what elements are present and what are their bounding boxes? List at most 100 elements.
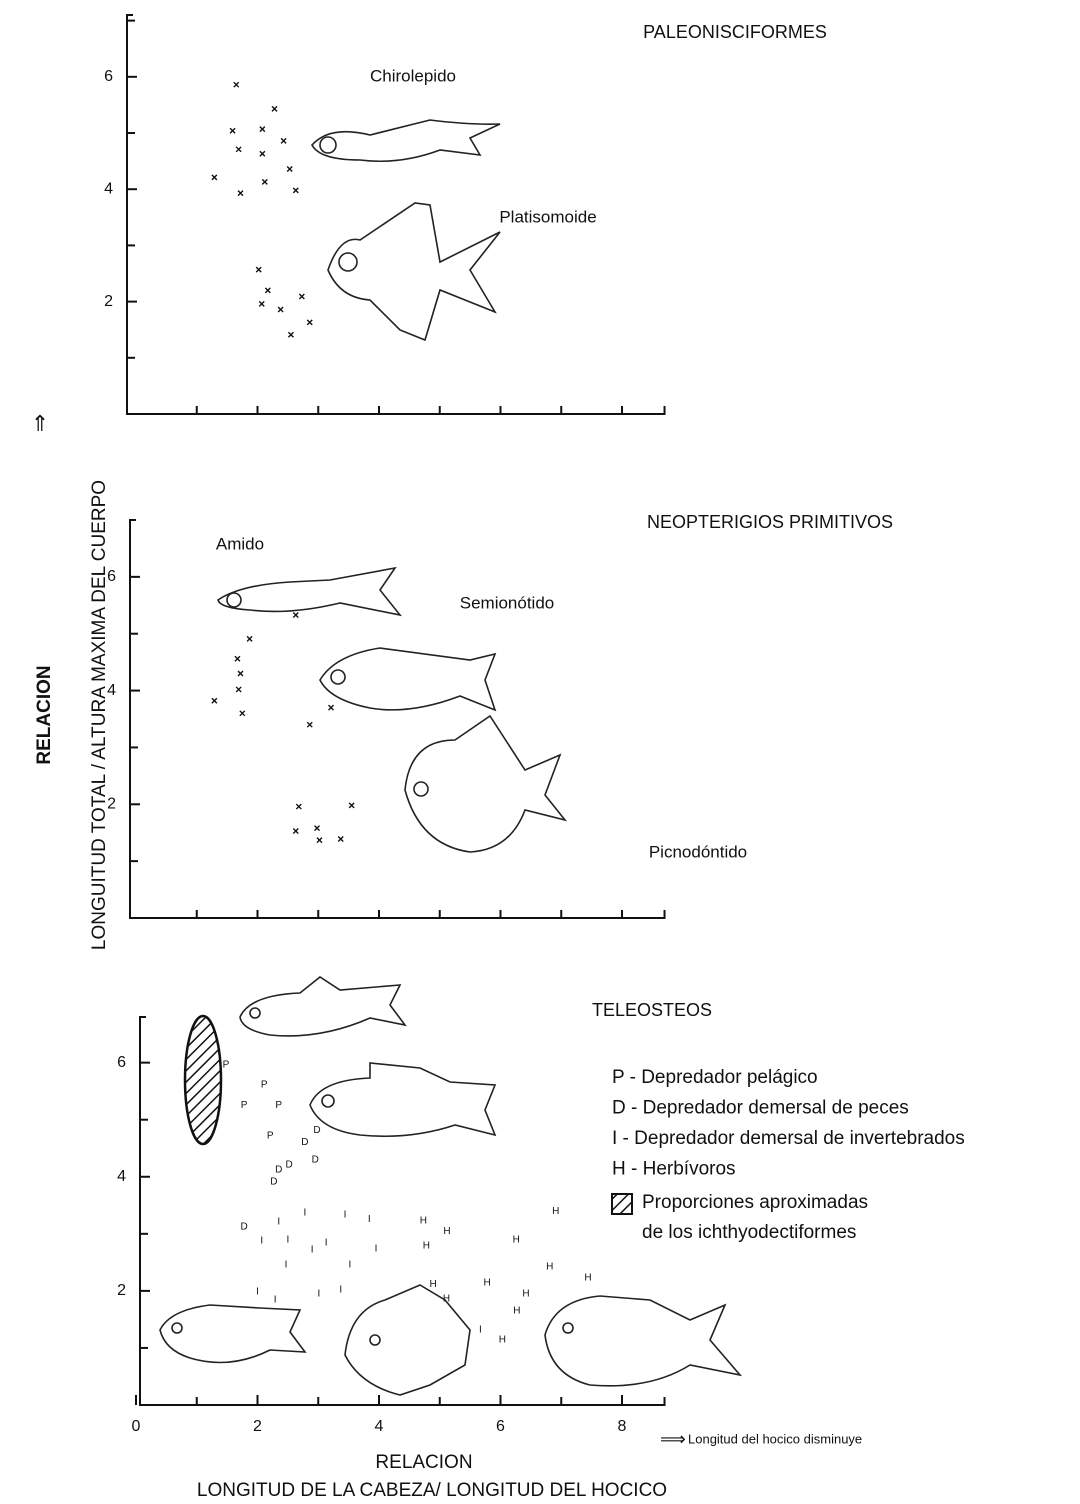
point: H bbox=[484, 1278, 491, 1289]
point: D bbox=[301, 1137, 308, 1148]
y-tick-label: 2 bbox=[104, 293, 113, 310]
point bbox=[292, 611, 299, 618]
point bbox=[287, 331, 294, 338]
point bbox=[280, 137, 287, 144]
x-tick-label: 2 bbox=[253, 1418, 262, 1435]
x-tick-label: 8 bbox=[618, 1418, 627, 1435]
point: H bbox=[546, 1262, 553, 1273]
point bbox=[337, 835, 344, 842]
point: H bbox=[584, 1272, 591, 1283]
point: I bbox=[344, 1210, 347, 1221]
point: H bbox=[513, 1235, 520, 1246]
y-tick-label: 2 bbox=[117, 1282, 126, 1299]
point: I bbox=[311, 1244, 314, 1255]
point bbox=[295, 803, 302, 810]
point: I bbox=[277, 1216, 280, 1227]
point: H bbox=[443, 1294, 450, 1305]
point: P bbox=[267, 1130, 274, 1141]
point: H bbox=[499, 1335, 506, 1346]
legend-entry: H - Herbívoros bbox=[612, 1159, 736, 1180]
point: I bbox=[256, 1287, 259, 1298]
fish-label: Chirolepido bbox=[370, 66, 456, 85]
axis bbox=[129, 519, 666, 919]
panel-title: TELEOSTEOS bbox=[592, 1000, 712, 1020]
point: I bbox=[303, 1207, 306, 1218]
y-tick-label: 4 bbox=[117, 1168, 126, 1185]
point: I bbox=[368, 1214, 371, 1225]
point bbox=[259, 150, 266, 157]
point: D bbox=[285, 1159, 292, 1170]
right-arrow: ⟹ bbox=[660, 1429, 686, 1449]
point bbox=[286, 165, 293, 172]
point bbox=[306, 319, 313, 326]
point: D bbox=[313, 1125, 320, 1136]
point: P bbox=[275, 1100, 282, 1111]
point bbox=[271, 105, 278, 112]
point: H bbox=[443, 1226, 450, 1237]
point bbox=[292, 828, 299, 835]
point bbox=[259, 126, 266, 133]
legend-entry: de los ichthyodectiformes bbox=[642, 1222, 856, 1243]
point bbox=[298, 293, 305, 300]
point bbox=[239, 710, 246, 717]
point bbox=[255, 266, 262, 273]
point: I bbox=[348, 1259, 351, 1270]
fish-label: Picnodóntido bbox=[649, 842, 747, 861]
point: I bbox=[286, 1235, 289, 1246]
point: H bbox=[552, 1206, 559, 1217]
point bbox=[314, 825, 321, 832]
point: I bbox=[274, 1295, 277, 1306]
point: I bbox=[317, 1288, 320, 1299]
point: P bbox=[223, 1060, 230, 1071]
point: P bbox=[261, 1080, 268, 1091]
point: P bbox=[241, 1100, 248, 1111]
point bbox=[235, 686, 242, 693]
x-tick-label: 4 bbox=[375, 1418, 384, 1435]
point: I bbox=[375, 1243, 378, 1254]
y-axis-label: LONGUITUD TOTAL / ALTURA MAXIMA DEL CUER… bbox=[89, 480, 110, 950]
point bbox=[246, 635, 253, 642]
point: I bbox=[285, 1259, 288, 1270]
note: Longitud del hocico disminuye bbox=[688, 1431, 862, 1446]
panel-title: NEOPTERIGIOS PRIMITIVOS bbox=[647, 512, 893, 532]
point: H bbox=[423, 1240, 430, 1251]
point bbox=[229, 127, 236, 134]
legend-entry: I - Depredador demersal de invertebrados bbox=[612, 1128, 965, 1149]
fish-label: Amido bbox=[216, 534, 264, 553]
point bbox=[235, 146, 242, 153]
point bbox=[316, 837, 323, 844]
axis bbox=[139, 1016, 666, 1406]
y-tick-label: 4 bbox=[107, 682, 116, 699]
point bbox=[233, 81, 240, 88]
up-arrow: ⇑ bbox=[31, 411, 49, 436]
point: I bbox=[339, 1284, 342, 1295]
point bbox=[211, 697, 218, 704]
fish-label: Semionótido bbox=[460, 593, 555, 612]
y-tick-label: 6 bbox=[104, 68, 113, 85]
point: H bbox=[420, 1215, 427, 1226]
x-axis-label: RELACION bbox=[375, 1452, 472, 1473]
point bbox=[306, 721, 313, 728]
point: I bbox=[325, 1238, 328, 1249]
point bbox=[211, 174, 218, 181]
point: H bbox=[429, 1279, 436, 1290]
point bbox=[328, 704, 335, 711]
point: D bbox=[312, 1154, 319, 1165]
ichthyodectiform-region bbox=[183, 1014, 223, 1146]
point: H bbox=[522, 1288, 529, 1299]
point bbox=[348, 802, 355, 809]
point bbox=[261, 178, 268, 185]
y-tick-label: 4 bbox=[104, 180, 113, 197]
y-tick-label: 6 bbox=[107, 568, 116, 585]
fish-label: Platisomoide bbox=[499, 207, 596, 226]
legend-entry: P - Depredador pelágico bbox=[612, 1067, 818, 1088]
x-tick-label: 6 bbox=[496, 1418, 505, 1435]
legend-entry: Proporciones aproximadas bbox=[642, 1192, 868, 1213]
point bbox=[258, 300, 265, 307]
y-tick-label: 2 bbox=[107, 796, 116, 813]
legend-swatch bbox=[611, 1193, 633, 1215]
point: I bbox=[479, 1324, 482, 1335]
legend-entry: D - Depredador demersal de peces bbox=[612, 1098, 909, 1119]
